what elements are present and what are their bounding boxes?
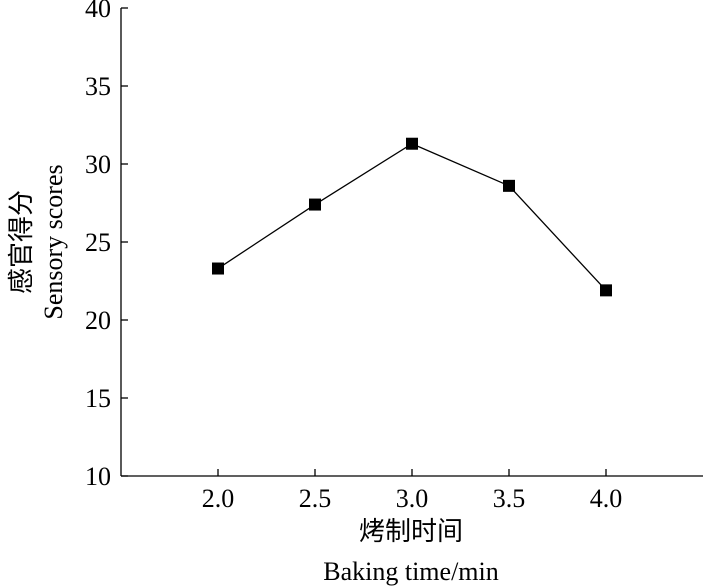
x-tick-label-1: 2.5: [299, 484, 332, 513]
y-tick-label-35: 35: [85, 72, 111, 101]
y-tick-label-40: 40: [85, 0, 111, 23]
x-tick-label-0: 2.0: [202, 484, 235, 513]
chart-ticks: 10 15 20 25 30 35 40 2.0 2.5 3.0 3.5 4.0: [85, 0, 622, 513]
y-tick-label-30: 30: [85, 150, 111, 179]
y-tick-label-15: 15: [85, 384, 111, 413]
plot-area: [212, 137, 612, 297]
y-axis-title-cn: 感官得分: [7, 190, 36, 294]
series-0-line: [217, 142, 607, 291]
data-point-2: [406, 137, 418, 150]
x-axis-title: Baking time/min: [323, 557, 499, 586]
y-axis-title: Sensory scores: [39, 164, 68, 319]
x-tick-label-4: 4.0: [590, 484, 623, 513]
data-point-3: [503, 179, 515, 192]
y-tick-label-25: 25: [85, 228, 111, 257]
x-tick-label-3: 3.5: [493, 484, 526, 513]
y-tick-label-10: 10: [85, 462, 111, 491]
data-point-1: [309, 198, 321, 211]
x-tick-label-2: 3.0: [396, 484, 429, 513]
x-axis-title-cn: 烤制时间: [359, 517, 463, 546]
data-point-4: [600, 284, 612, 297]
data-point-0: [212, 262, 224, 275]
chart-axes: [120, 8, 703, 477]
y-tick-label-20: 20: [85, 306, 111, 335]
